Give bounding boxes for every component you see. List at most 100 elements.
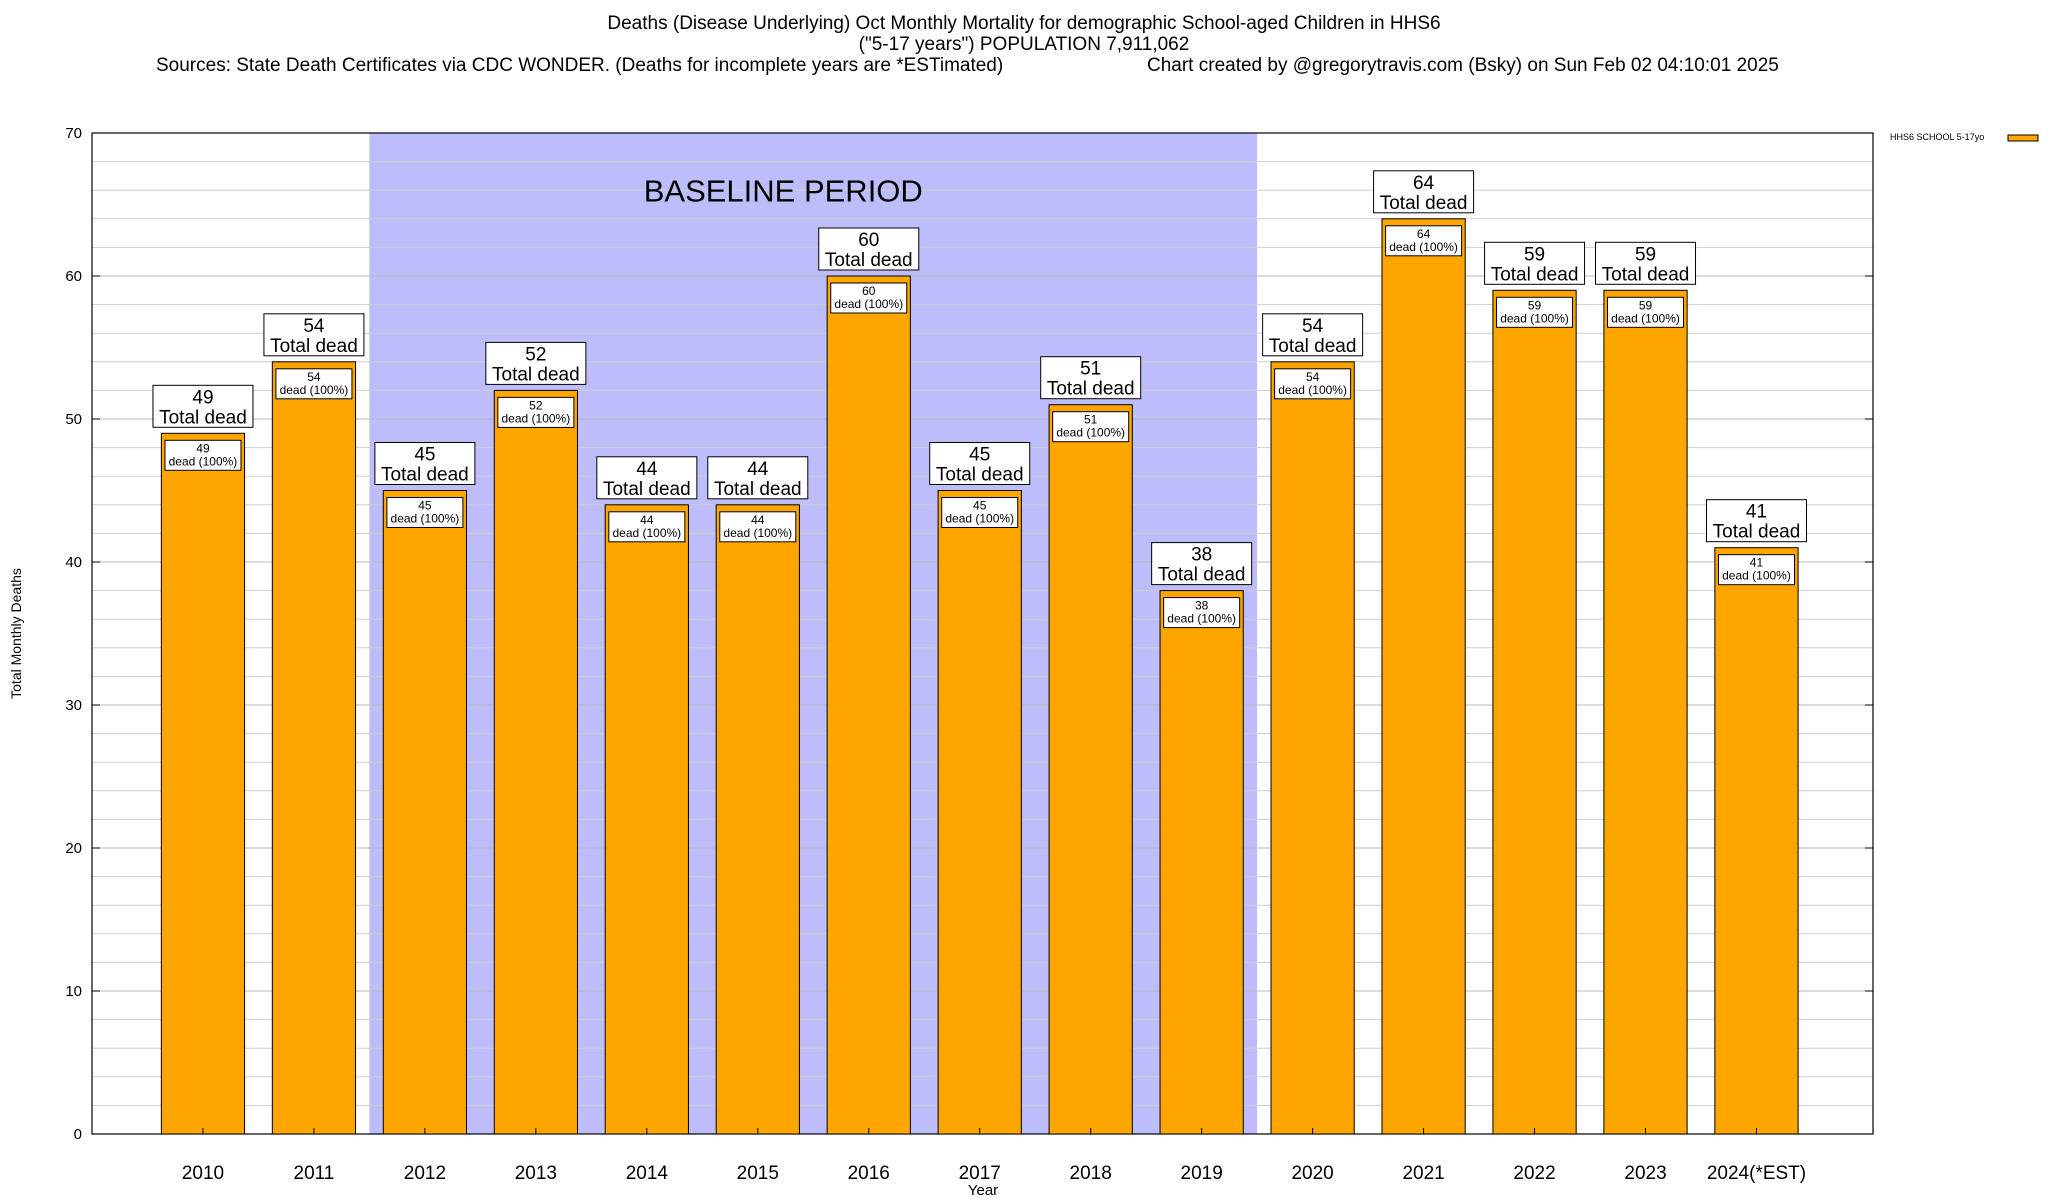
bar-top-total-label: Total dead [1602,264,1690,285]
bar-top-value-label: 44 [636,459,658,480]
bar-top-total-label: Total dead [1269,336,1357,357]
bar-top-total-label: Total dead [714,479,802,500]
bar-top-total-label: Total dead [159,407,247,428]
x-tick-label: 2012 [404,1163,446,1184]
y-axis-title: Total Monthly Deaths [8,568,24,699]
chart-title-line-2: ("5-17 years") POPULATION 7,911,062 [858,34,1190,55]
bar-inner-value-label: 60 [862,284,876,298]
bar-2019 [1159,590,1244,1135]
bar-top-value-label: 64 [1413,173,1435,194]
legend-swatch [2007,134,2039,142]
x-tick-label: 2017 [959,1163,1001,1184]
x-tick-label: 2015 [737,1163,779,1184]
x-tick-label: 2013 [515,1163,557,1184]
bar-inner-label-box [164,439,242,471]
bar-top-total-label: Total dead [1047,379,1135,400]
bar-top-label-box [485,341,587,385]
bar-inner-percent-label: dead (100%) [1722,569,1791,583]
bar-top-total-label: Total dead [1158,565,1246,586]
bar-inner-value-label: 59 [1639,298,1653,312]
bar-inner-value-label: 38 [1195,599,1209,613]
bar-inner-percent-label: dead (100%) [834,297,903,311]
bar-inner-label-box [830,282,908,314]
x-tick-label: 2016 [848,1163,890,1184]
bar-inner-value-label: 45 [418,499,432,513]
bar-2018 [1048,404,1133,1135]
bar-inner-percent-label: dead (100%) [502,411,571,425]
bar-2011 [271,361,357,1135]
bar-2012 [382,490,468,1135]
bar-top-label-box [1262,313,1364,357]
y-tick-label: 0 [74,1126,82,1143]
bar-inner-percent-label: dead (100%) [1056,426,1125,440]
bar-top-value-label: 44 [747,459,769,480]
bar-top-value-label: 49 [192,387,213,408]
chart-sources-note: Sources: State Death Certificates via CD… [156,55,1004,76]
bar-top-label-box [1373,170,1475,214]
bar-top-value-label: 59 [1635,244,1656,265]
bar-inner-percent-label: dead (100%) [1389,240,1458,254]
bar-2010 [160,432,246,1135]
bar-inner-percent-label: dead (100%) [1611,311,1680,325]
bar-2015 [715,504,800,1135]
bar-top-value-label: 54 [1302,316,1324,337]
bar-top-label-box [1705,499,1807,543]
bar-inner-label-box [1163,597,1241,629]
bar-top-value-label: 41 [1746,502,1767,523]
bar-inner-value-label: 44 [751,513,765,527]
bar-top-total-label: Total dead [270,336,358,357]
bar-inner-label-box [497,396,575,428]
bar-top-total-label: Total dead [381,465,469,486]
bar-2016 [826,275,911,1135]
bar-inner-label-box [1607,296,1685,328]
bar-inner-percent-label: dead (100%) [1500,311,1569,325]
bar-2020 [1270,361,1355,1135]
bar-top-label-box [596,456,698,500]
bar-top-label-box [152,384,254,428]
x-tick-label: 2010 [182,1163,224,1184]
bar-2014 [604,504,689,1135]
bar-inner-label-box [1496,296,1574,328]
bar-inner-label-box [608,511,686,543]
bar-inner-label-box [1385,225,1463,257]
bar-top-label-box [707,456,809,500]
chart-title-line-1: Deaths (Disease Underlying) Oct Monthly … [607,13,1441,34]
bar-top-value-label: 51 [1080,359,1101,380]
bar-inner-percent-label: dead (100%) [1278,383,1347,397]
bar-inner-percent-label: dead (100%) [169,454,238,468]
y-tick-label: 10 [65,983,82,1000]
bar-inner-label-box [1274,368,1352,400]
bar-inner-value-label: 44 [640,513,654,527]
bar-top-label-box [263,313,365,357]
bar-top-label-box [929,442,1031,485]
x-tick-label: 2020 [1291,1163,1333,1184]
bar-inner-value-label: 41 [1750,556,1764,570]
bar-inner-value-label: 52 [529,398,543,412]
bar-inner-percent-label: dead (100%) [723,526,792,540]
bar-top-label-box [818,227,920,271]
y-tick-label: 30 [65,697,82,714]
bar-inner-value-label: 54 [307,370,321,384]
bar-inner-label-box [1717,554,1795,586]
bar-inner-value-label: 59 [1528,298,1542,312]
bar-inner-label-box [1052,411,1130,443]
bar-top-total-label: Total dead [936,465,1024,486]
bar-top-value-label: 52 [525,344,546,365]
x-tick-label: 2019 [1181,1163,1223,1184]
bar-top-total-label: Total dead [492,364,580,385]
x-tick-label: 2021 [1402,1163,1444,1184]
bar-top-label-box [1040,356,1142,400]
y-tick-label: 60 [65,268,82,285]
bar-inner-label-box [941,497,1019,528]
bar-inner-value-label: 45 [973,499,987,513]
y-tick-label: 40 [65,554,82,571]
bar-top-label-box [1151,542,1253,586]
bar-top-value-label: 38 [1191,545,1212,566]
bar-inner-label-box [275,368,353,400]
bar-inner-value-label: 51 [1084,413,1098,427]
bar-top-total-label: Total dead [603,479,691,500]
x-tick-label: 2014 [626,1163,669,1184]
bar-inner-label-box [386,497,464,528]
bar-top-total-label: Total dead [1491,264,1579,285]
